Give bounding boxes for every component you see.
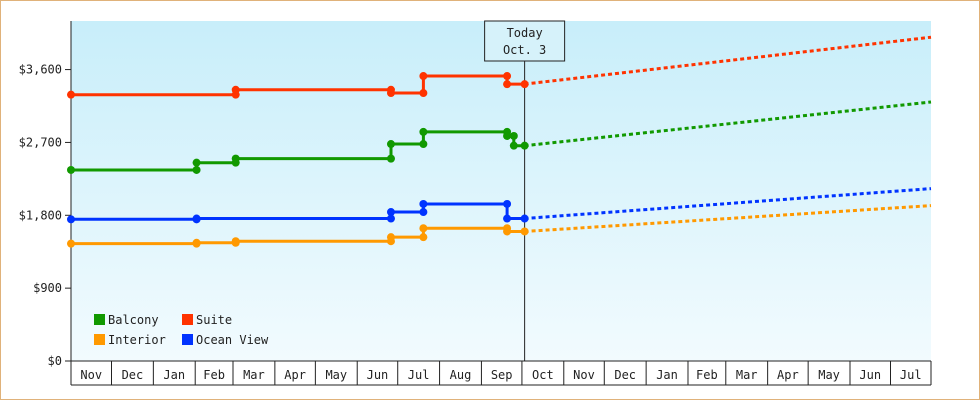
data-point-interior	[419, 233, 428, 242]
data-point-balcony	[509, 141, 518, 150]
y-tick-label: $1,800	[19, 208, 62, 222]
x-month-label: Jun	[859, 368, 881, 382]
data-point-suite	[386, 89, 395, 98]
series-ocean-view	[67, 187, 932, 224]
legend-swatch-interior	[94, 334, 105, 345]
legend-label-suite: Suite	[196, 313, 232, 327]
legend: Balcony Suite Interior Ocean View	[94, 313, 269, 347]
today-date-label: Oct. 3	[503, 43, 546, 57]
data-point-balcony	[386, 140, 395, 149]
data-point-balcony	[503, 131, 512, 140]
x-month-label: Oct	[532, 368, 554, 382]
legend-swatch-suite	[182, 314, 193, 325]
data-point-interior	[503, 227, 512, 236]
data-point-interior	[520, 227, 529, 236]
x-month-label: Aug	[450, 368, 472, 382]
legend-swatch-balcony	[94, 314, 105, 325]
data-point-interior	[231, 237, 240, 246]
series-interior	[67, 204, 932, 248]
y-tick-label: $0	[48, 354, 62, 368]
series-group	[67, 35, 932, 248]
forecast-line-interior	[524, 204, 932, 233]
data-point-suite	[520, 80, 529, 89]
data-point-ocean-view	[419, 208, 428, 217]
x-month-label: Jan	[656, 368, 678, 382]
data-point-interior	[67, 239, 75, 248]
y-axis: $0 $900 $1,800 $2,700 $3,600	[19, 21, 72, 385]
data-point-balcony	[67, 165, 75, 174]
data-point-ocean-view	[67, 215, 75, 224]
plot-background	[71, 21, 931, 361]
y-tick-label: $900	[33, 281, 62, 295]
data-point-ocean-view	[520, 214, 529, 223]
data-point-suite	[67, 90, 75, 99]
series-suite	[67, 35, 932, 99]
x-month-label: Feb	[696, 368, 718, 382]
data-point-suite	[503, 72, 512, 81]
data-point-balcony	[192, 158, 201, 167]
data-point-interior	[386, 233, 395, 242]
x-month-label: Sep	[491, 368, 513, 382]
x-month-label: Mar	[243, 368, 265, 382]
today-box	[484, 20, 566, 62]
data-point-ocean-view	[386, 214, 395, 223]
y-tick-label: $2,700	[19, 135, 62, 149]
today-label: Today	[507, 26, 543, 40]
x-month-label: Apr	[777, 368, 799, 382]
x-month-label: May	[818, 368, 840, 382]
data-point-balcony	[192, 165, 201, 174]
data-point-suite	[419, 72, 428, 81]
x-axis: Nov Dec Jan Feb Mar Apr May Jun Jul Aug Sep Oct Nov D…	[70, 360, 932, 386]
y-tick-label: $3,600	[19, 63, 62, 77]
data-point-ocean-view	[503, 199, 512, 208]
data-point-interior	[192, 238, 201, 247]
x-month-label: Dec	[614, 368, 636, 382]
data-point-suite	[231, 85, 240, 94]
data-point-balcony	[509, 131, 518, 140]
forecast-line-ocean-view	[524, 187, 932, 220]
series-balcony	[67, 100, 932, 174]
data-point-ocean-view	[386, 208, 395, 217]
data-point-balcony	[386, 154, 395, 163]
legend-swatch-ocean-view	[182, 334, 193, 345]
legend-label-ocean-view: Ocean View	[196, 333, 269, 347]
data-point-balcony	[419, 140, 428, 149]
data-point-interior	[419, 224, 428, 233]
today-marker: Today Oct. 3	[484, 20, 566, 361]
data-point-suite	[419, 89, 428, 98]
x-month-label: Nov	[573, 368, 595, 382]
legend-label-interior: Interior	[108, 333, 166, 347]
data-point-balcony	[419, 127, 428, 136]
x-month-label: Mar	[736, 368, 758, 382]
data-point-ocean-view	[419, 199, 428, 208]
x-month-label: Dec	[122, 368, 144, 382]
data-point-ocean-view	[503, 214, 512, 223]
data-point-ocean-view	[192, 214, 201, 223]
legend-label-balcony: Balcony	[108, 313, 159, 327]
x-month-label: Jun	[367, 368, 389, 382]
forecast-line-balcony	[524, 100, 932, 148]
forecast-line-suite	[524, 35, 932, 86]
x-month-label: Jul	[408, 368, 430, 382]
data-point-balcony	[231, 154, 240, 163]
x-month-label: May	[325, 368, 347, 382]
x-month-label: Jul	[900, 368, 922, 382]
data-point-balcony	[520, 141, 529, 150]
x-month-label: Feb	[203, 368, 225, 382]
x-month-label: Apr	[284, 368, 306, 382]
data-point-suite	[503, 80, 512, 89]
x-month-label: Nov	[80, 368, 102, 382]
x-month-label: Jan	[163, 368, 185, 382]
